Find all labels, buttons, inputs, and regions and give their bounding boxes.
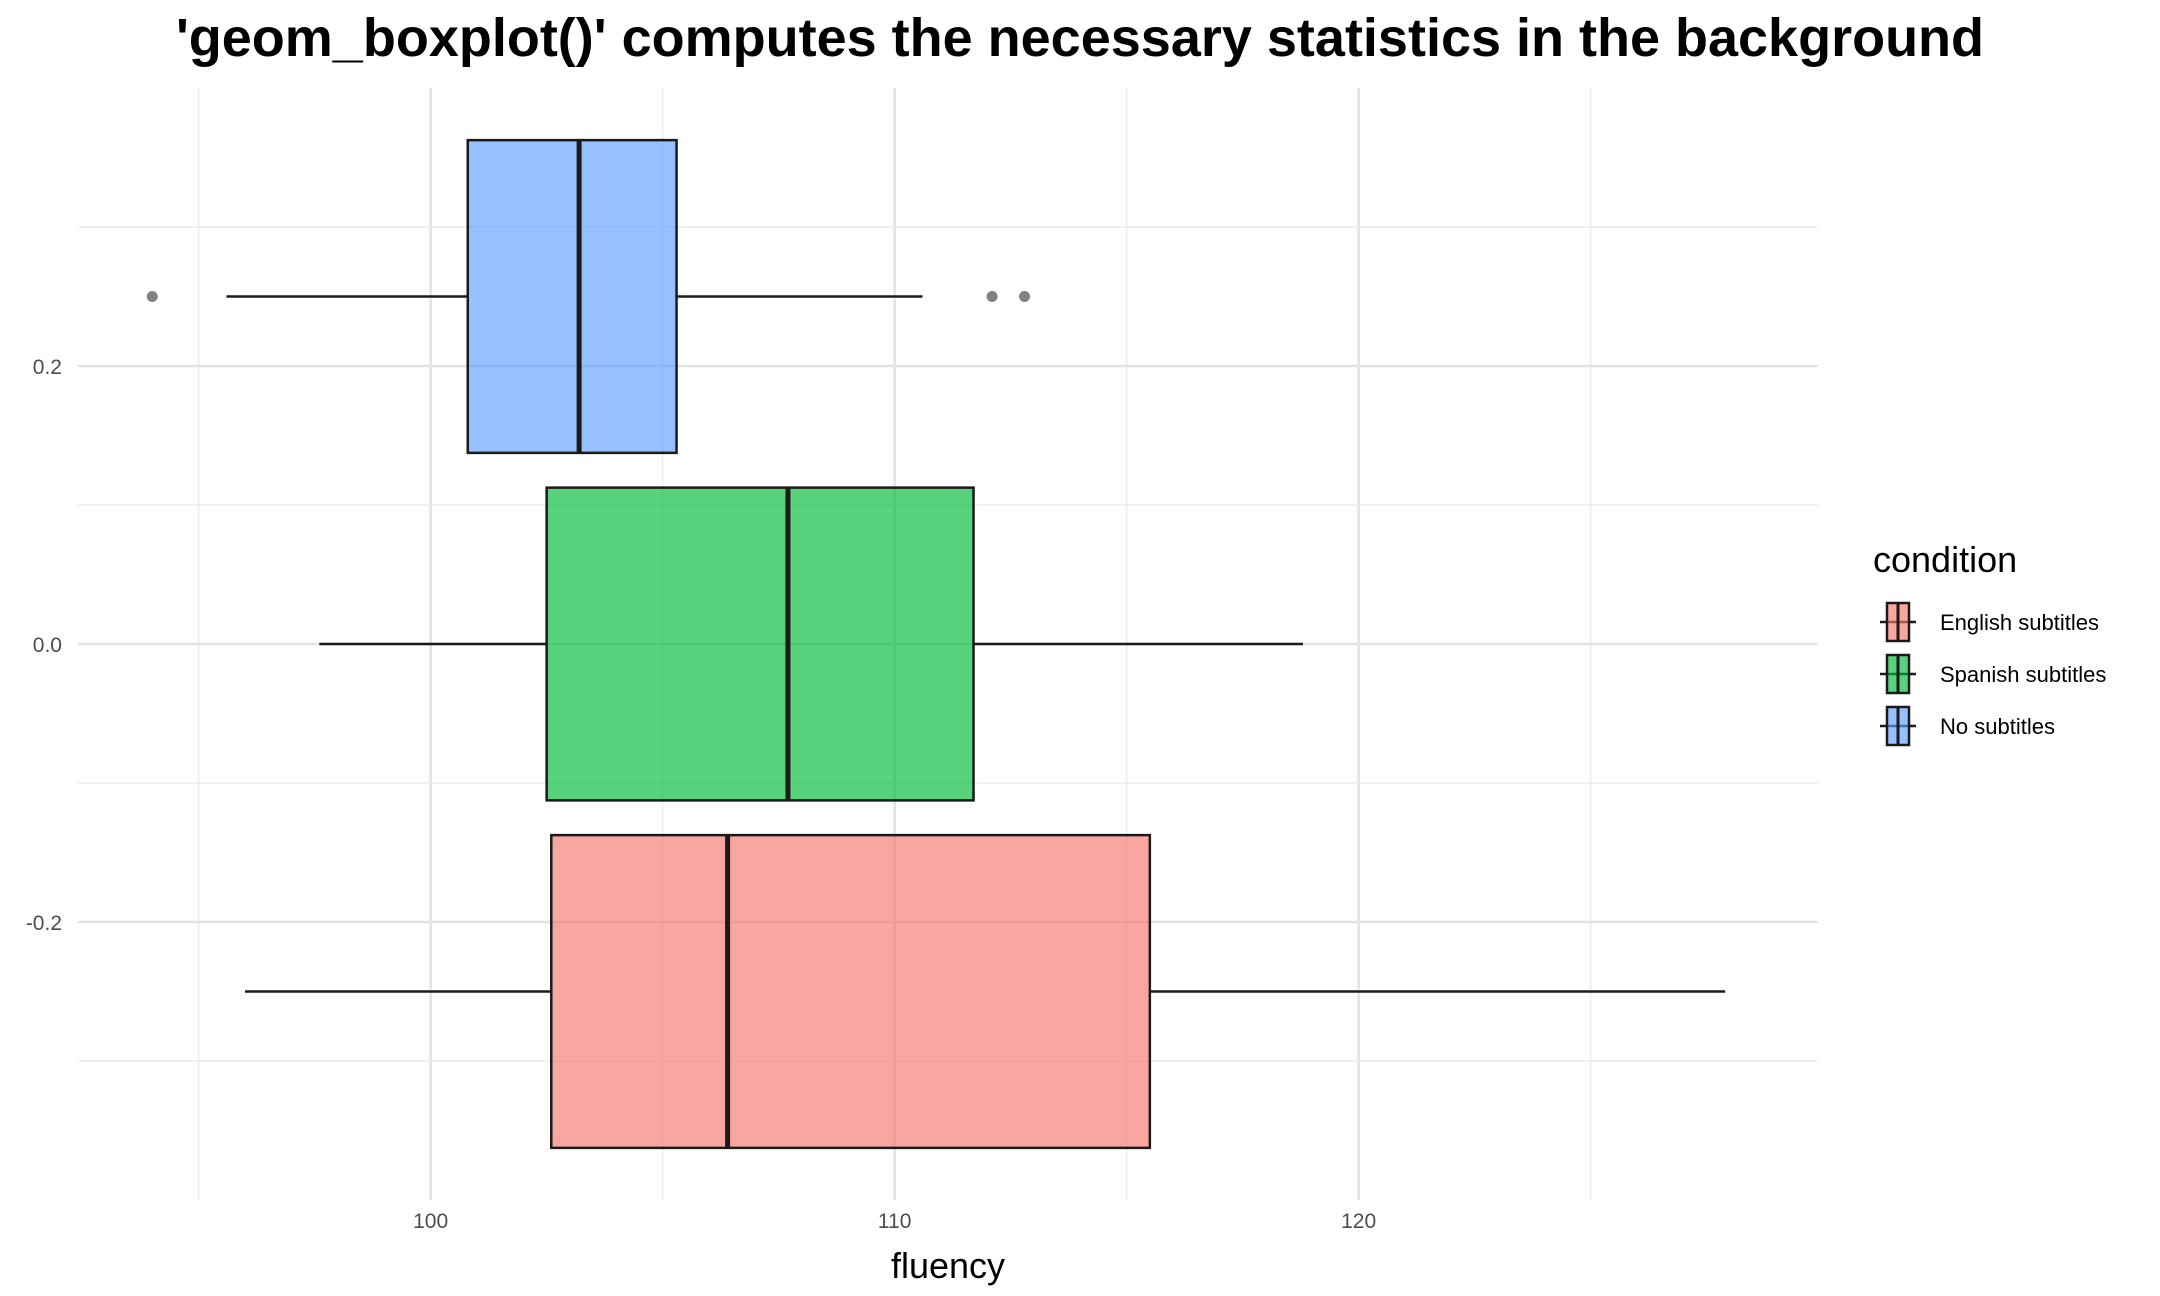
boxplot-english-subtitles [245, 833, 1726, 1150]
boxplot-no-subtitles [146, 138, 1031, 455]
legend-label: English subtitles [1940, 610, 2099, 635]
x-tick-label: 100 [413, 1210, 448, 1233]
box [550, 833, 1152, 1150]
legend-title: condition [1873, 539, 2017, 580]
box-series [146, 138, 1726, 1150]
legend-item: No subtitles [1880, 705, 2055, 747]
box [545, 486, 975, 802]
y-tick-label: 0.2 [33, 356, 62, 379]
chart-title: 'geom_boxplot()' computes the necessary … [176, 8, 1984, 68]
x-axis-title: fluency [891, 1245, 1005, 1286]
legend-item: Spanish subtitles [1880, 653, 2106, 695]
x-tick-label: 120 [1341, 1210, 1376, 1233]
box [466, 138, 678, 455]
outlier-point [1019, 291, 1031, 302]
x-tick-label: 110 [878, 1210, 911, 1233]
boxplot-spanish-subtitles [319, 486, 1303, 802]
legend-item: English subtitles [1880, 601, 2099, 643]
tick-labels: 100 110 120 -0.2 0.0 0.2 [26, 356, 1376, 1233]
legend-label: No subtitles [1940, 714, 2055, 739]
outlier-point [146, 291, 158, 302]
legend-label: Spanish subtitles [1940, 662, 2106, 687]
outlier-point [986, 291, 998, 302]
legend: condition English subtitles Spanish subti… [1873, 539, 2106, 747]
y-tick-label: 0.0 [33, 634, 62, 657]
y-tick-label: -0.2 [26, 912, 62, 935]
